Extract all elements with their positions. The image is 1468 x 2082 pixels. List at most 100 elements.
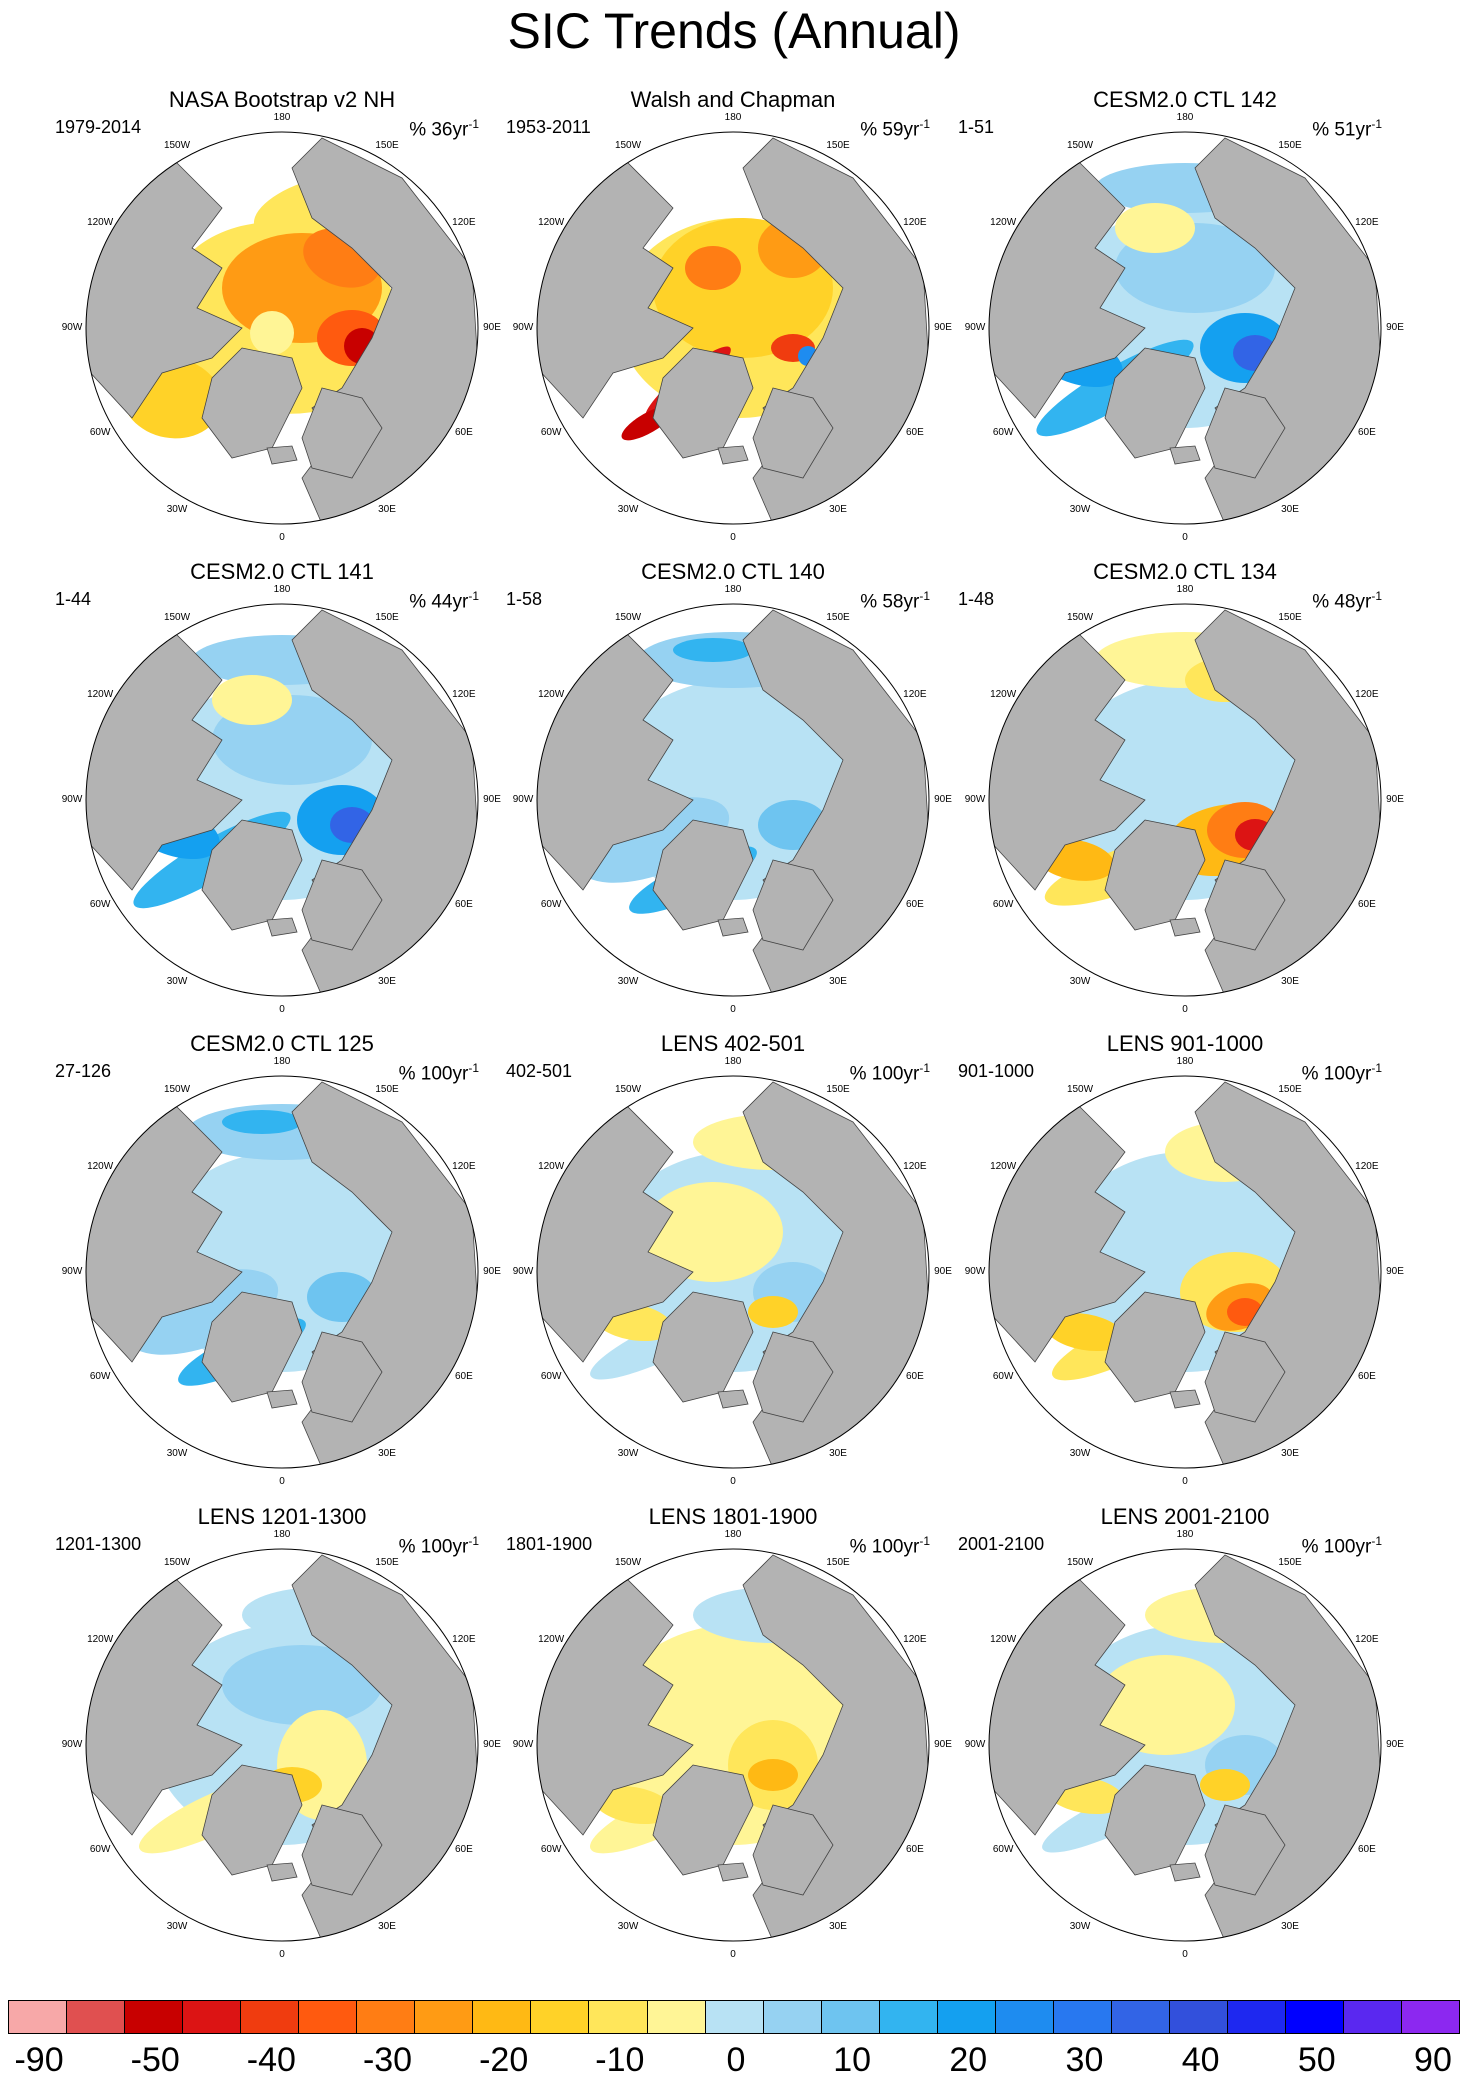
longitude-label: 60W [89, 1844, 111, 1855]
longitude-label: 120E [452, 1161, 476, 1172]
colorbar-box [1344, 2001, 1403, 2033]
longitude-label: 60E [1357, 1371, 1376, 1382]
sic-trend-patch [593, 1785, 673, 1825]
longitude-label: 150E [1278, 1557, 1302, 1569]
panel-units: % 100yr-1 [850, 1055, 930, 1087]
panel-units-exponent: -1 [1371, 1061, 1382, 1075]
map-content [537, 1549, 929, 1941]
map-boundary [536, 603, 930, 997]
sic-trend-patch [125, 1269, 279, 1355]
longitude-label: 120W [990, 217, 1017, 228]
sic-trend-patch [748, 1759, 798, 1791]
panel-period: 1-48 [958, 589, 995, 609]
land-mask [717, 1862, 749, 1882]
longitude-label: 30E [1281, 975, 1299, 987]
polar-map [988, 1548, 1382, 1942]
colorbar-tick-label: 90 [1414, 2041, 1452, 2079]
map-panel: LENS 2001-2100 2001-2100 % 100yr-1 180 150E 1… [958, 1503, 1412, 1960]
panel-units-exponent: -1 [468, 589, 479, 603]
longitude-label: 30W [617, 1920, 639, 1932]
longitude-label: 60W [540, 1844, 562, 1855]
land-mask [266, 1389, 298, 1409]
panel-units: % 100yr-1 [399, 1528, 479, 1560]
panel-title: CESM2.0 CTL 141 [190, 559, 374, 584]
colorbar-box [183, 2001, 242, 2033]
panel-units-exponent: -1 [919, 1061, 930, 1075]
panel-units: % 59yr-1 [860, 111, 930, 143]
longitude-label: 120W [538, 217, 565, 228]
panel-units-exponent: -1 [919, 117, 930, 131]
longitude-label: 60E [454, 899, 473, 910]
longitude-label: 150W [614, 1557, 642, 1569]
polar-map [85, 131, 479, 525]
map-boundary [988, 1075, 1382, 1469]
colorbar-box [1111, 2001, 1170, 2033]
colorbar-tick-label: -50 [130, 2041, 180, 2079]
land-mask [301, 1331, 383, 1423]
longitude-label: 150E [1278, 140, 1302, 152]
panel-units: % 58yr-1 [860, 583, 930, 615]
map-boundary [988, 1548, 1382, 1942]
colorbar-box [125, 2001, 184, 2033]
land-mask [752, 859, 834, 951]
land-mask [1204, 1804, 1286, 1896]
panel-units-text: % 48yr [1312, 591, 1372, 613]
panel-period: 1-58 [506, 589, 543, 609]
longitude-label: 30W [166, 1447, 188, 1459]
map-boundary [988, 603, 1382, 997]
longitude-label: 60E [454, 1371, 473, 1382]
longitude-label: 0 [279, 1949, 285, 1960]
longitude-label: 120E [452, 1634, 476, 1645]
longitude-label: 120E [452, 217, 476, 228]
longitude-label: 60W [992, 1844, 1014, 1855]
longitude-label: 150W [1066, 140, 1094, 152]
colorbar-box [1227, 2001, 1287, 2033]
sic-trend-patch [673, 638, 753, 662]
longitude-label: 90W [61, 1266, 83, 1277]
longitude-label: 30E [378, 1920, 396, 1932]
longitude-label: 150E [1278, 1084, 1302, 1096]
sic-trend-patch [685, 246, 741, 290]
colorbar-box [531, 2001, 590, 2033]
map-content [537, 132, 929, 524]
land-mask [266, 917, 298, 937]
longitude-label: 90W [512, 1739, 534, 1750]
longitude-label: 90E [483, 1266, 501, 1277]
longitude-label: 120E [1355, 1634, 1379, 1645]
colorbar-box [241, 2001, 300, 2033]
sic-trend-patch [252, 1202, 392, 1282]
colorbar-box [357, 2001, 416, 2033]
colorbar-box [67, 2001, 126, 2033]
longitude-label: 0 [279, 532, 285, 543]
colorbar-box [415, 2001, 474, 2033]
longitude-label: 60W [89, 1371, 111, 1382]
longitude-label: 120E [903, 1161, 927, 1172]
colorbar-box [1402, 2001, 1460, 2033]
map-panel: LENS 901-1000 901-1000 % 100yr-1 180 150E 120… [958, 1030, 1412, 1487]
land-mask [1104, 1764, 1206, 1876]
panel-period: 27-126 [55, 1061, 112, 1081]
colorbar: -90 -50 -40 -30 -20 -10 0 10 20 30 40 50 90 [8, 2000, 1460, 2080]
sic-trend-patch [1095, 1655, 1235, 1755]
longitude-label: 30W [1069, 975, 1091, 987]
map-content [86, 604, 478, 996]
sic-trend-patch [250, 311, 294, 355]
sic-trend-patch [1200, 1769, 1250, 1801]
map-boundary [85, 603, 479, 997]
land-mask [301, 1804, 383, 1896]
panel-units-text: % 100yr [849, 1536, 920, 1558]
longitude-label: 60E [905, 1844, 924, 1855]
longitude-label: 60E [1357, 899, 1376, 910]
longitude-label: 30E [829, 1920, 847, 1932]
polar-map [988, 1075, 1382, 1469]
panel-units-text: % 100yr [398, 1536, 469, 1558]
longitude-label: 120E [903, 1634, 927, 1645]
panel-title: LENS 2001-2100 [1100, 1504, 1270, 1529]
longitude-label: 150W [163, 612, 191, 624]
panel-units-text: % 36yr [409, 119, 469, 141]
land-mask [1169, 445, 1201, 465]
land-mask [266, 445, 298, 465]
panel-units-text: % 44yr [409, 591, 469, 613]
land-mask [652, 347, 754, 459]
longitude-label: 180 [1176, 584, 1194, 595]
